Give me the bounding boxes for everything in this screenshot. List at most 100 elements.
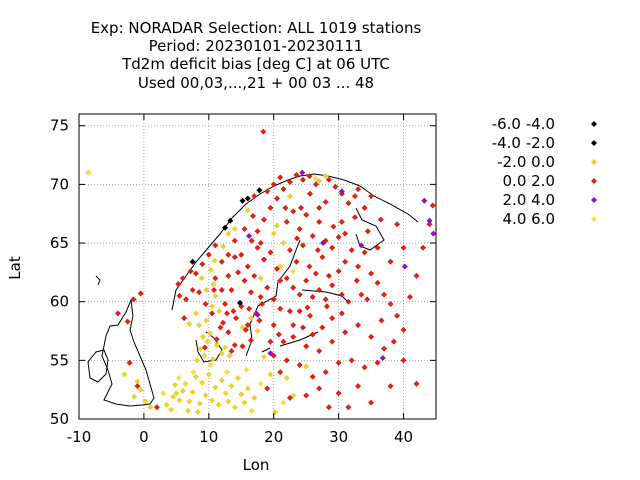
data-point bbox=[277, 174, 284, 181]
data-point bbox=[254, 244, 261, 251]
y-axis-label: Lat bbox=[6, 256, 24, 280]
data-point bbox=[209, 310, 216, 317]
data-point bbox=[257, 380, 264, 387]
data-point bbox=[329, 315, 336, 322]
data-point bbox=[231, 404, 238, 411]
data-point bbox=[238, 391, 245, 398]
coastline-great-britain bbox=[101, 298, 155, 407]
data-point bbox=[259, 301, 266, 308]
data-point bbox=[325, 272, 332, 279]
data-point bbox=[400, 244, 407, 251]
data-point bbox=[364, 228, 371, 235]
data-point bbox=[267, 204, 274, 211]
legend-marker bbox=[591, 197, 597, 203]
data-point bbox=[267, 371, 274, 378]
data-point bbox=[401, 263, 408, 270]
data-point bbox=[228, 383, 235, 390]
data-point bbox=[286, 394, 293, 401]
data-point bbox=[329, 282, 336, 289]
data-point bbox=[254, 228, 261, 235]
data-point bbox=[176, 292, 183, 299]
data-point bbox=[309, 294, 316, 300]
data-point bbox=[306, 263, 313, 270]
data-point bbox=[329, 338, 336, 345]
data-point bbox=[316, 385, 323, 392]
data-point bbox=[267, 338, 274, 345]
data-point bbox=[244, 207, 251, 214]
data-point bbox=[209, 397, 216, 404]
data-point bbox=[342, 258, 349, 265]
legend-marker bbox=[591, 178, 597, 184]
data-point bbox=[353, 277, 360, 284]
data-point bbox=[361, 204, 368, 211]
data-point bbox=[335, 359, 342, 366]
data-point bbox=[335, 234, 342, 241]
data-point bbox=[286, 247, 293, 254]
data-point bbox=[303, 392, 310, 399]
data-point bbox=[225, 230, 232, 237]
plot-frame bbox=[78, 113, 437, 420]
data-point bbox=[242, 326, 249, 333]
data-point bbox=[335, 268, 342, 275]
data-point bbox=[226, 352, 233, 359]
data-point bbox=[256, 317, 263, 324]
data-point bbox=[273, 222, 280, 229]
y-tick-label: 75 bbox=[50, 117, 69, 135]
title-line-3: Td2m deficit bias [deg C] at 06 UTC bbox=[121, 55, 390, 73]
data-point bbox=[368, 333, 375, 340]
data-point bbox=[254, 328, 261, 335]
data-point bbox=[322, 369, 329, 376]
data-point bbox=[429, 202, 436, 209]
legend-marker bbox=[591, 159, 597, 165]
data-point bbox=[312, 175, 319, 182]
data-point bbox=[207, 267, 214, 274]
data-point bbox=[304, 304, 311, 311]
data-point bbox=[134, 383, 141, 390]
data-point bbox=[223, 310, 230, 317]
data-point bbox=[273, 195, 280, 202]
data-point bbox=[243, 366, 250, 373]
data-point bbox=[394, 312, 401, 319]
data-point bbox=[368, 399, 375, 406]
data-point bbox=[201, 344, 208, 351]
data-point bbox=[179, 275, 186, 282]
data-point bbox=[290, 322, 297, 329]
data-point bbox=[267, 350, 274, 357]
data-point bbox=[254, 311, 261, 318]
coastline-denmark bbox=[195, 331, 223, 363]
data-point bbox=[215, 401, 222, 408]
data-point bbox=[264, 385, 271, 392]
data-point bbox=[421, 197, 428, 204]
data-point bbox=[277, 369, 284, 376]
data-point bbox=[368, 270, 375, 277]
data-point bbox=[231, 225, 238, 232]
data-point bbox=[225, 272, 232, 279]
data-point bbox=[199, 333, 206, 340]
data-point bbox=[283, 357, 290, 364]
data-point bbox=[134, 378, 141, 385]
data-point bbox=[218, 377, 225, 384]
data-point bbox=[192, 310, 199, 317]
data-point bbox=[293, 258, 300, 265]
data-point bbox=[358, 291, 365, 298]
x-tick-label: 20 bbox=[264, 428, 283, 446]
data-point bbox=[186, 398, 193, 405]
data-point bbox=[368, 193, 375, 200]
data-point bbox=[277, 277, 284, 284]
data-point bbox=[244, 385, 251, 392]
y-tick-label: 55 bbox=[50, 351, 69, 369]
data-point bbox=[361, 364, 368, 371]
data-point bbox=[377, 216, 384, 223]
data-point bbox=[210, 281, 217, 288]
data-point bbox=[192, 373, 199, 380]
data-point bbox=[319, 324, 326, 331]
data-point bbox=[316, 177, 323, 184]
data-point bbox=[231, 254, 238, 261]
data-point bbox=[325, 404, 332, 411]
data-point bbox=[248, 315, 255, 322]
data-point bbox=[181, 315, 188, 322]
data-point bbox=[203, 317, 210, 324]
data-point bbox=[217, 324, 224, 331]
data-point bbox=[182, 380, 189, 387]
